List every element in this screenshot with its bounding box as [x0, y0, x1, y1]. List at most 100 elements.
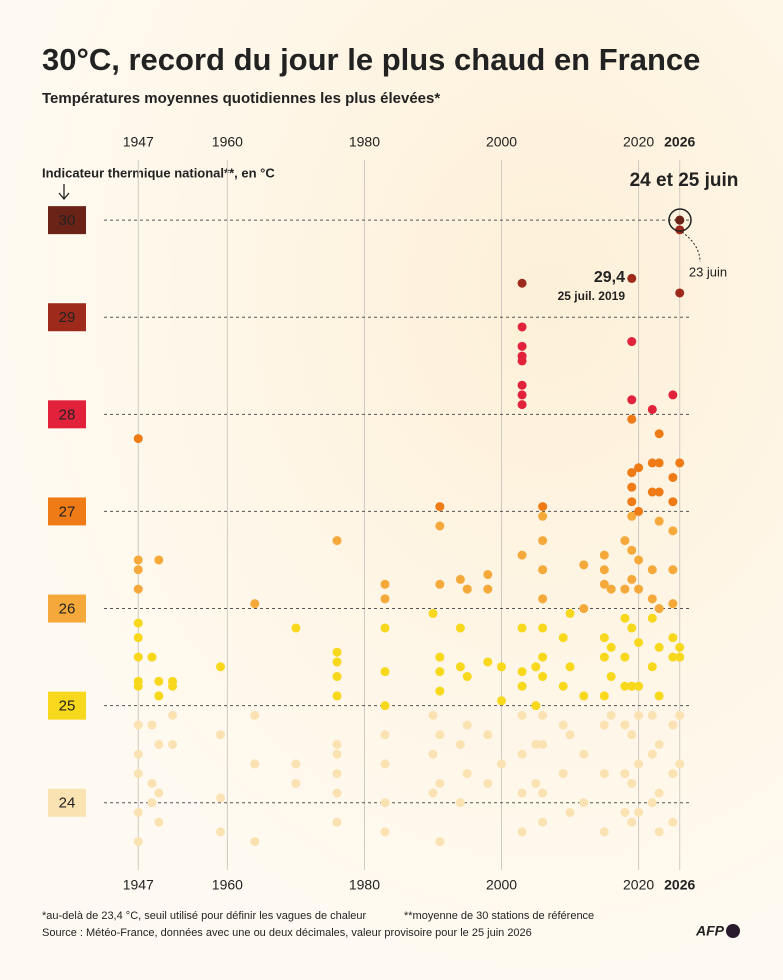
data-point [654, 429, 664, 439]
data-point [668, 769, 678, 779]
data-point [517, 623, 527, 633]
x-tick-label: 1960 [212, 134, 243, 150]
data-point [332, 769, 342, 779]
data-point [133, 652, 143, 662]
chart-subtitle: Températures moyennes quotidiennes les p… [42, 90, 440, 107]
x-tick-label: 2026 [664, 877, 695, 893]
data-point [291, 623, 301, 633]
data-point [517, 550, 527, 560]
data-point [455, 574, 465, 584]
data-point [133, 807, 143, 817]
annotation: 29,4 [594, 269, 625, 286]
data-point [599, 769, 609, 779]
x-tick-label: 1980 [349, 134, 380, 150]
data-point [668, 720, 678, 730]
data-point [497, 696, 507, 706]
data-point [647, 710, 657, 720]
callout-line [681, 231, 701, 263]
data-point [599, 633, 609, 643]
data-point [654, 458, 664, 468]
data-point [579, 798, 589, 808]
x-tick-label: 1980 [349, 877, 380, 893]
data-point [154, 788, 164, 798]
data-point [517, 341, 527, 351]
footnote: *au-delà de 23,4 °C, seuil utilisé pour … [42, 910, 367, 922]
data-point [654, 642, 664, 652]
data-point [634, 638, 644, 648]
data-point [599, 827, 609, 837]
data-point [332, 817, 342, 827]
data-point [654, 827, 664, 837]
data-point [675, 288, 685, 298]
data-point [517, 749, 527, 759]
data-point [428, 788, 438, 798]
y-tick-label: 25 [59, 698, 76, 715]
data-point [483, 778, 493, 788]
data-point [565, 807, 575, 817]
data-point [133, 681, 143, 691]
x-tick-label: 1960 [212, 877, 243, 893]
data-point [435, 730, 445, 740]
data-point [517, 322, 527, 332]
data-point [380, 701, 390, 711]
y-tick-box [48, 788, 86, 817]
data-point [462, 720, 472, 730]
data-point [647, 565, 657, 575]
data-point [428, 710, 438, 720]
data-point [675, 642, 685, 652]
footnote: **moyenne de 30 stations de référence [404, 910, 594, 922]
data-point [483, 570, 493, 580]
data-point [627, 414, 637, 424]
data-point [647, 613, 657, 623]
data-point [216, 730, 226, 740]
data-point [675, 652, 685, 662]
data-point [627, 482, 637, 492]
y-tick-box [48, 594, 86, 623]
data-point [133, 555, 143, 565]
data-point [538, 788, 548, 798]
data-point [380, 827, 390, 837]
data-point [517, 278, 527, 288]
data-point [291, 759, 301, 769]
data-point [147, 720, 157, 730]
data-point [332, 739, 342, 749]
data-point [435, 521, 445, 531]
data-point [634, 681, 644, 691]
data-point [531, 778, 541, 788]
data-point [565, 608, 575, 618]
data-point [517, 788, 527, 798]
data-point [654, 691, 664, 701]
data-point [668, 497, 678, 507]
data-point [147, 798, 157, 808]
y-tick-label: 30 [59, 212, 76, 229]
annotation: 23 juin [689, 264, 727, 279]
data-point [654, 487, 664, 497]
data-point [627, 337, 637, 347]
data-point [154, 817, 164, 827]
data-point [654, 604, 664, 614]
data-point [627, 468, 637, 478]
data-point [538, 565, 548, 575]
data-point [154, 691, 164, 701]
data-point [627, 497, 637, 507]
data-point [599, 550, 609, 560]
data-point [168, 676, 178, 686]
data-point [558, 681, 568, 691]
data-point [599, 691, 609, 701]
data-point [428, 608, 438, 618]
data-point [517, 380, 527, 390]
data-point [599, 652, 609, 662]
data-point [154, 739, 164, 749]
x-tick-label: 1947 [123, 134, 154, 150]
y-tick-label: 27 [59, 503, 76, 520]
data-point [620, 613, 630, 623]
data-point [538, 536, 548, 546]
data-point [668, 390, 678, 400]
chart-title: 30°C, record du jour le plus chaud en Fr… [42, 42, 700, 77]
data-point [517, 827, 527, 837]
data-point [435, 502, 445, 512]
data-point [558, 769, 568, 779]
data-point [668, 599, 678, 609]
data-point [133, 720, 143, 730]
data-point [620, 652, 630, 662]
